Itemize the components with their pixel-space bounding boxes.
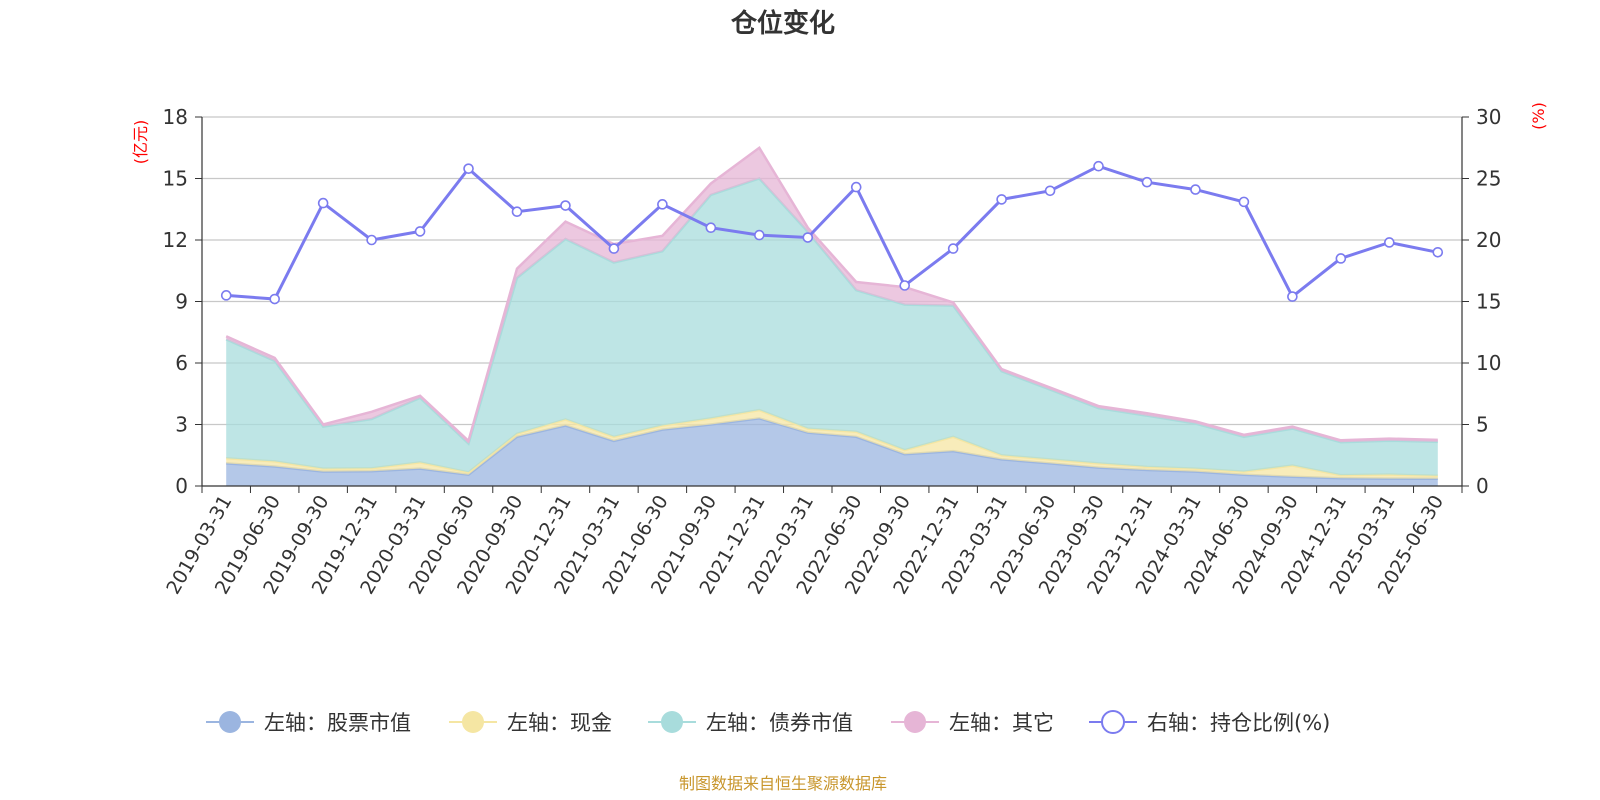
left-tick-label: 12 xyxy=(163,228,188,252)
legend[interactable]: 左轴：股票市值 左轴：现金 左轴：债券市值 左轴：其它 右轴：持仓比例(%) xyxy=(206,710,1330,735)
holding-ratio-point xyxy=(366,234,377,246)
holding-ratio-point xyxy=(850,181,862,193)
area-左轴：股票市值 xyxy=(226,418,1438,486)
holding-ratio-point xyxy=(511,206,523,218)
holding-ratio-point xyxy=(317,197,329,209)
holding-ratio-point xyxy=(705,222,717,233)
area-series xyxy=(225,145,1438,486)
chart-title: 仓位变化 xyxy=(730,8,835,39)
right-tick-label: 5 xyxy=(1476,413,1489,437)
data-source-note: 制图数据来自恒生聚源数据库 xyxy=(679,774,887,793)
area-左轴：债券市值 xyxy=(226,178,1438,476)
holding-ratio-point xyxy=(802,232,814,243)
holding-ratio-point xyxy=(754,229,765,241)
legend-item[interactable]: 左轴：债券市值 xyxy=(648,711,853,735)
legend-label: 左轴：债券市值 xyxy=(706,711,853,735)
holding-ratio-point xyxy=(1384,237,1395,248)
legend-item[interactable]: 右轴：持仓比例(%) xyxy=(1089,710,1330,735)
legend-circle-icon xyxy=(219,711,241,733)
right-axis-unit: (%) xyxy=(1529,102,1548,130)
legend-label: 左轴：股票市值 xyxy=(264,711,411,735)
holding-ratio-point xyxy=(1044,185,1056,197)
holding-ratio-point xyxy=(414,226,426,237)
left-tick-label: 3 xyxy=(175,413,188,437)
line-series xyxy=(220,160,1444,305)
holding-ratio-point xyxy=(269,293,280,305)
area-左轴：现金 xyxy=(226,410,1438,479)
holding-ratio-point xyxy=(1432,247,1444,258)
holding-ratio-point xyxy=(1238,196,1250,208)
holding-ratio-point xyxy=(1093,160,1104,172)
holding-ratio-point xyxy=(1287,291,1298,302)
holding-ratio-point xyxy=(947,243,959,254)
right-tick-label: 20 xyxy=(1476,228,1501,252)
line-holding-ratio xyxy=(226,164,1439,301)
legend-label: 左轴：其它 xyxy=(949,711,1054,735)
holding-ratio-point xyxy=(220,290,232,301)
left-tick-label: 9 xyxy=(175,290,188,314)
legend-circle-icon xyxy=(904,711,926,733)
left-tick-label: 0 xyxy=(175,474,188,498)
right-tick-label: 30 xyxy=(1476,105,1501,129)
legend-circle-icon xyxy=(1101,710,1125,734)
legend-item[interactable]: 左轴：股票市值 xyxy=(206,711,411,735)
holding-ratio-point xyxy=(1190,184,1201,195)
right-tick-label: 10 xyxy=(1476,351,1501,375)
left-tick-label: 18 xyxy=(163,105,188,129)
holding-ratio-point xyxy=(1335,253,1347,264)
holding-ratio-point xyxy=(657,199,668,210)
holding-ratio-point xyxy=(996,194,1007,205)
legend-label: 右轴：持仓比例(%) xyxy=(1147,711,1330,735)
holding-ratio-point xyxy=(463,163,474,174)
legend-circle-icon xyxy=(661,711,683,733)
holding-ratio-point xyxy=(899,280,910,291)
right-tick-label: 15 xyxy=(1476,290,1501,314)
left-axis-unit: (亿元) xyxy=(131,120,150,165)
left-tick-label: 6 xyxy=(175,351,188,375)
holding-ratio-point xyxy=(608,243,620,254)
right-tick-label: 0 xyxy=(1476,474,1489,498)
legend-label: 左轴：现金 xyxy=(507,711,612,735)
right-tick-label: 25 xyxy=(1476,167,1501,191)
legend-circle-icon xyxy=(462,711,484,733)
holding-ratio-point xyxy=(560,200,571,211)
legend-item[interactable]: 左轴：其它 xyxy=(891,711,1054,735)
legend-item[interactable]: 左轴：现金 xyxy=(449,711,612,735)
left-tick-label: 15 xyxy=(163,167,188,191)
holding-ratio-point xyxy=(1141,176,1153,188)
area-edge-左轴：其它 xyxy=(225,145,1438,444)
